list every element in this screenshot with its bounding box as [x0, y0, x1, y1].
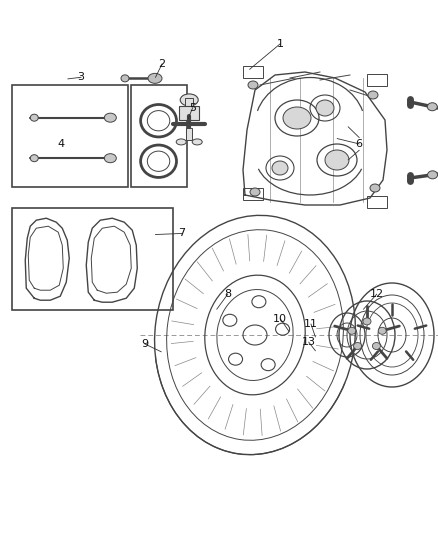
Text: 12: 12: [370, 289, 384, 299]
Text: 9: 9: [141, 339, 148, 349]
Ellipse shape: [121, 75, 129, 82]
Text: 13: 13: [302, 337, 316, 347]
Bar: [131, 85, 187, 187]
Ellipse shape: [30, 155, 38, 161]
Text: 8: 8: [224, 289, 231, 299]
Ellipse shape: [368, 91, 378, 99]
Text: 6: 6: [356, 139, 363, 149]
Ellipse shape: [272, 161, 288, 175]
Bar: [12, 208, 173, 310]
Ellipse shape: [180, 94, 198, 106]
Ellipse shape: [283, 107, 311, 129]
Text: 7: 7: [178, 229, 185, 238]
Bar: [185, 98, 193, 108]
Ellipse shape: [378, 327, 386, 334]
Text: 11: 11: [304, 319, 318, 329]
Bar: [243, 66, 263, 78]
Ellipse shape: [176, 139, 186, 145]
Text: 5: 5: [189, 103, 196, 112]
Ellipse shape: [427, 103, 437, 111]
Ellipse shape: [248, 81, 258, 89]
Bar: [179, 106, 199, 120]
Ellipse shape: [427, 171, 438, 179]
Ellipse shape: [370, 184, 380, 192]
Ellipse shape: [325, 150, 349, 170]
Bar: [186, 128, 192, 140]
Ellipse shape: [250, 188, 260, 196]
Ellipse shape: [363, 318, 371, 325]
Text: 10: 10: [273, 314, 287, 324]
Ellipse shape: [353, 343, 362, 350]
Text: 1: 1: [277, 39, 284, 49]
Ellipse shape: [348, 327, 356, 334]
Ellipse shape: [316, 100, 334, 116]
Ellipse shape: [192, 139, 202, 145]
Bar: [367, 74, 387, 86]
Ellipse shape: [104, 154, 117, 163]
Ellipse shape: [372, 343, 381, 350]
Bar: [367, 196, 387, 208]
Ellipse shape: [148, 74, 162, 83]
Bar: [12, 85, 128, 187]
Ellipse shape: [104, 113, 117, 122]
Bar: [243, 188, 263, 200]
Text: 3: 3: [78, 72, 85, 82]
Text: 2: 2: [159, 59, 166, 69]
Ellipse shape: [30, 114, 38, 121]
Text: 4: 4: [58, 139, 65, 149]
